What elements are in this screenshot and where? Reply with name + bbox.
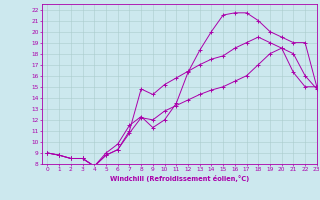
X-axis label: Windchill (Refroidissement éolien,°C): Windchill (Refroidissement éolien,°C) bbox=[109, 175, 249, 182]
